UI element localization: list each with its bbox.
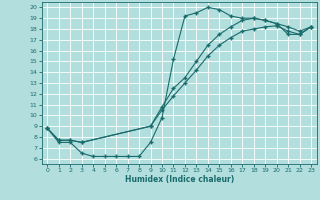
- X-axis label: Humidex (Indice chaleur): Humidex (Indice chaleur): [124, 175, 234, 184]
